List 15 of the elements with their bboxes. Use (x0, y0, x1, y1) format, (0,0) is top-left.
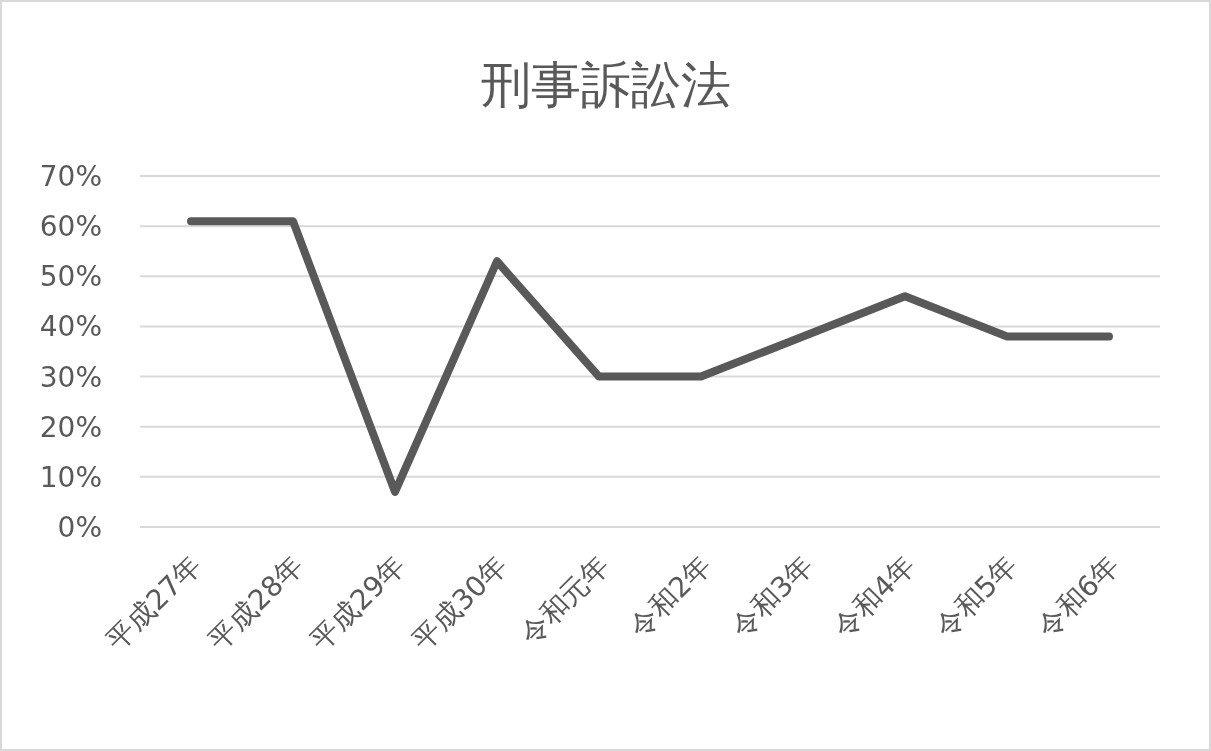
y-tick-label: 30% (39, 360, 102, 394)
x-tick-label: 令和5年 (928, 548, 1024, 644)
y-tick-label: 20% (39, 410, 102, 444)
y-tick-label: 0% (57, 511, 102, 544)
x-tick-label: 令和4年 (826, 548, 922, 644)
x-tick-label: 令和2年 (622, 548, 718, 644)
y-tick-label: 40% (39, 310, 102, 344)
x-tick-label: 令和3年 (724, 548, 820, 644)
chart-title: 刑事訴訟法 (480, 56, 731, 114)
x-tick-label: 令和6年 (1030, 548, 1126, 644)
y-tick-label: 10% (39, 460, 102, 494)
y-tick-label: 50% (39, 260, 102, 294)
x-tick-label: 令和元年 (513, 548, 616, 652)
y-tick-label: 60% (39, 210, 102, 244)
y-tick-label: 70% (39, 160, 102, 193)
